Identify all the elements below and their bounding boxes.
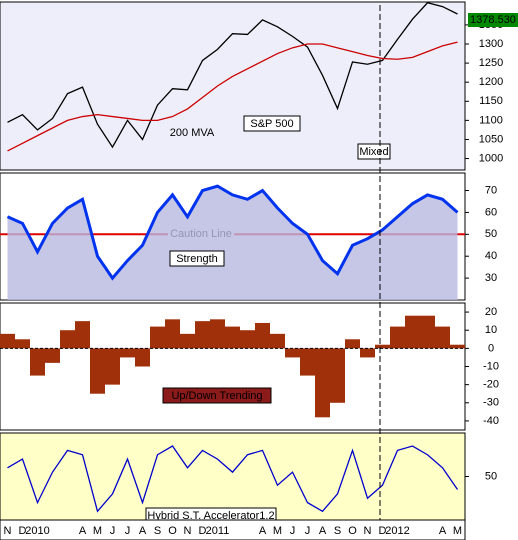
x-tick-label: J [125,525,131,537]
x-tick-label: M [273,525,282,537]
bar [15,339,30,349]
label-box [162,387,272,404]
price-tag-box [468,13,518,27]
x-tick-label: D [19,525,27,537]
x-tick-label: S [334,525,341,537]
line [6,184,459,281]
series-label: Up/Down Trending [171,390,262,402]
y-tick-label: 70 [485,184,497,196]
y-tick-label: 40 [485,250,497,262]
bar [165,319,180,349]
bar [330,348,345,403]
label-box [243,115,301,132]
x-tick-label: D [199,525,207,537]
bar [285,348,300,358]
bar [390,326,405,349]
series-label: S&P 500 [250,118,293,130]
y-tick-label: 10 [485,324,497,336]
bar [255,322,270,349]
panel [0,302,466,431]
series-label: Hybrid S.T. Accelerator1.2 [147,510,274,522]
x-tick-label: 2010 [25,525,49,537]
x-tick-label: N [184,525,192,537]
line [7,41,458,152]
bar [375,344,390,349]
x-tick-label: O [168,525,177,537]
bar [135,348,150,367]
y-tick-label: 1250 [479,57,503,69]
x-tick-label: S [154,525,161,537]
bar [405,315,420,349]
x-axis [0,519,466,540]
y-tick-label: -20 [483,379,499,391]
price-tag: 1378.530 [470,14,516,26]
bar [90,348,105,394]
bar [420,315,435,349]
y-tick-label: 50 [485,228,497,240]
x-tick-label: M [93,525,102,537]
bar [450,344,465,349]
y-tick-label: 60 [485,206,497,218]
bar [120,348,135,358]
series-label: Strength [176,253,218,265]
bar [60,330,75,349]
panel [0,1,466,171]
y-tick-label: 1300 [479,38,503,50]
y-tick-label: 20 [485,306,497,318]
y-tick-label: 1100 [479,114,503,126]
bar [105,348,120,385]
bar [180,333,195,349]
y-tick-label: 30 [485,272,497,284]
y-tick-label: -30 [483,397,499,409]
x-tick-label: D [379,525,387,537]
y-tick-label: -10 [483,360,499,372]
x-tick-label: A [79,525,87,537]
bar [195,321,210,349]
label-box [169,250,225,267]
x-tick-label: J [290,525,296,537]
x-tick-label: A [319,525,327,537]
x-tick-label: J [305,525,311,537]
bar [225,326,240,349]
x-tick-label: N [364,525,372,537]
y-tick-label: 1200 [479,76,503,88]
x-tick-label: O [348,525,357,537]
x-tick-label: 2012 [385,525,409,537]
series-label: Mixed [359,146,388,158]
line [7,445,459,513]
series-label: 200 MVA [170,127,215,139]
bar [270,333,285,349]
bar [435,326,450,349]
x-tick-label: M [453,525,462,537]
line [7,2,458,149]
y-tick-label: 1000 [479,152,503,164]
bar [300,348,315,376]
y-tick-label: 1050 [479,133,503,145]
x-tick-label: A [259,525,267,537]
bar [75,321,90,349]
bar [315,348,330,418]
bar [150,326,165,349]
bar [30,348,45,376]
x-tick-label: A [139,525,147,537]
y-tick-label: 0 [488,342,494,354]
x-tick-label: A [439,525,447,537]
bar [240,330,255,349]
panel [0,432,466,521]
bar [210,319,225,349]
bar [0,333,15,349]
y-tick-label: -40 [483,415,499,427]
label-box [357,143,391,160]
x-tick-label: J [110,525,116,537]
y-tick-label: 1150 [479,95,503,107]
y-tick-label: 50 [485,470,497,482]
bar [360,348,375,358]
x-tick-label: N [4,525,12,537]
bar [345,339,360,349]
x-tick-label: 2011 [206,525,230,537]
bar [45,348,60,363]
